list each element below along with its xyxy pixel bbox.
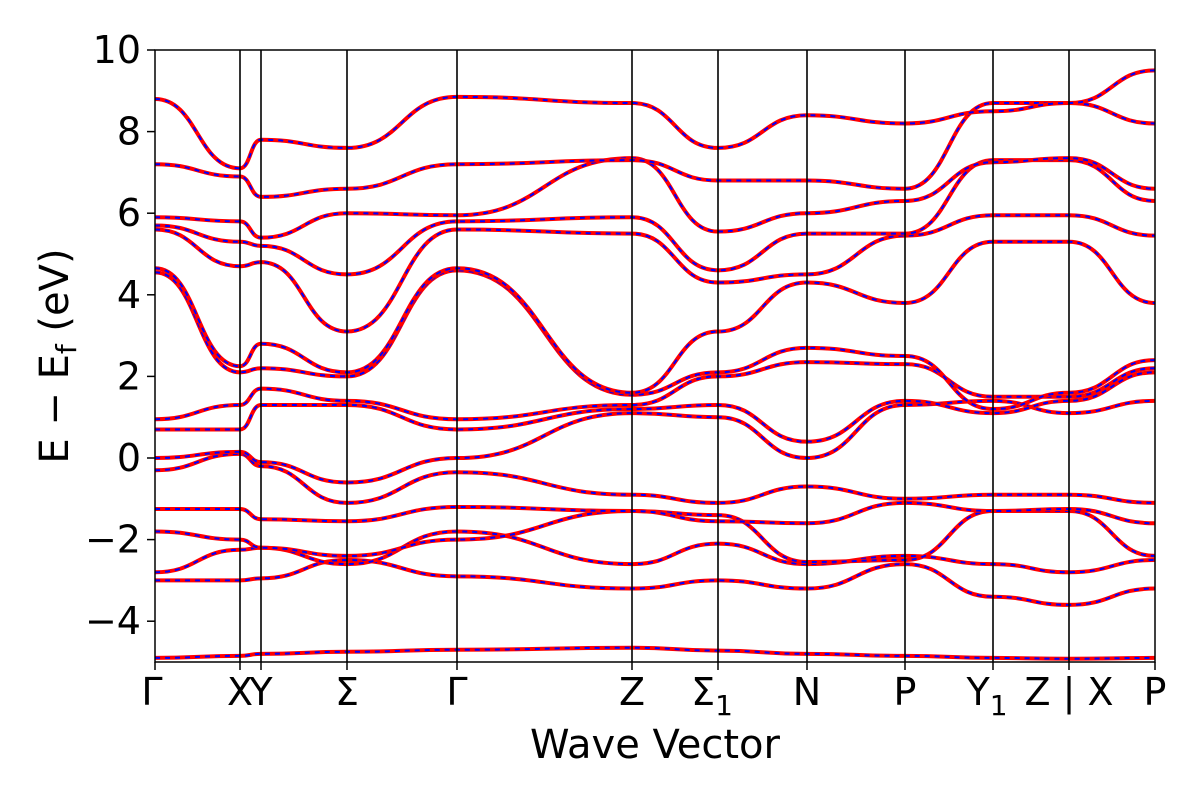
kpoint-label: Y1 [965, 670, 1007, 722]
band-12-dashed-line [155, 159, 1155, 276]
band-0-dashed-line [155, 646, 1155, 660]
band-3-dashed-line [155, 510, 1155, 564]
x-axis-ticks: Γ XY Σ Γ Z Σ1 N P Y1 Z | X P [141, 662, 1166, 722]
y-tick-label: 10 [93, 28, 141, 72]
band-10-line [155, 239, 1155, 395]
y-tick-label: 8 [117, 110, 141, 154]
band-11-line [155, 213, 1155, 334]
kpoint-label: P [894, 670, 917, 714]
kpoint-label: Y [248, 670, 273, 714]
band-11-dashed-line [155, 214, 1155, 333]
y-tick-label: 6 [117, 191, 141, 235]
band-7-dashed-line [155, 371, 1155, 443]
x-axis-title: Wave Vector [530, 722, 781, 768]
band-13-dashed-line [155, 157, 1155, 239]
kpoint-label: Σ [335, 670, 359, 714]
band-8-dashed-line [155, 361, 1155, 421]
plot-frame [154, 49, 1156, 663]
y-axis-title: E − Ef (eV) [32, 248, 83, 463]
kpoint-label: Z | X [1024, 670, 1113, 715]
high-symmetry-lines [239, 50, 1070, 662]
band-6-dashed-line [155, 399, 1155, 484]
kpoint-label: X [227, 670, 253, 714]
kpoint-label: Σ1 [691, 670, 733, 722]
kpoint-label: Γ [141, 670, 162, 714]
kpoint-label: Z [619, 670, 645, 714]
band-1-dashed-line [155, 558, 1155, 606]
band-9-line [155, 268, 1155, 412]
y-axis-ticks: −4 −2 0 2 4 6 8 10 [85, 28, 155, 643]
kpoint-label: N [793, 670, 821, 714]
band-1-line [155, 557, 1155, 607]
band-10-dashed-line [155, 240, 1155, 394]
y-tick-label: 2 [117, 354, 141, 398]
band-15-line [155, 68, 1155, 171]
kpoint-label: P [1144, 670, 1167, 714]
band-4-dashed-line [155, 501, 1155, 525]
band-15-dashed-line [155, 69, 1155, 170]
band-14-line [155, 101, 1155, 199]
y-tick-label: 0 [117, 436, 141, 480]
band-9-dashed-line [155, 269, 1155, 411]
y-tick-label: 4 [117, 273, 141, 317]
y-tick-label: −2 [85, 518, 141, 562]
band-14-dashed-line [155, 102, 1155, 198]
y-tick-label: −4 [85, 599, 141, 643]
band-12-line [155, 158, 1155, 277]
kpoint-label: Γ [446, 670, 467, 714]
band-lines [155, 68, 1155, 661]
